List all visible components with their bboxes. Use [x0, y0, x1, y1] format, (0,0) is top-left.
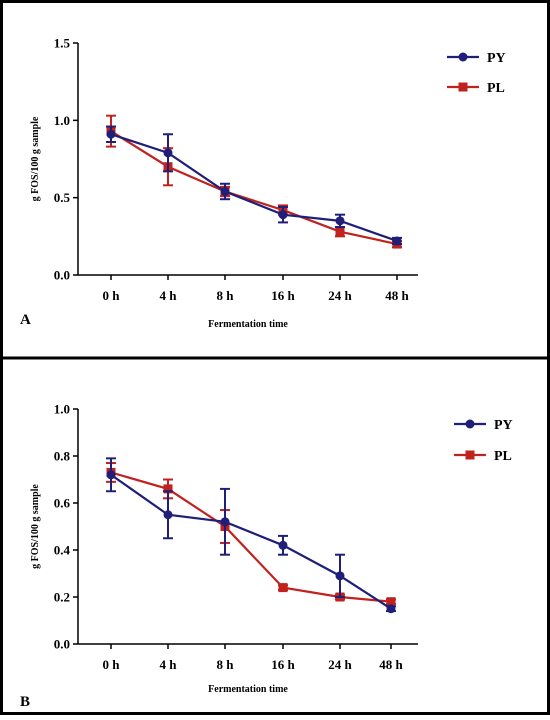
data-point-py — [163, 148, 173, 158]
data-point-pl — [163, 484, 173, 494]
series-py — [106, 125, 402, 246]
series-line-pl — [110, 471, 392, 603]
data-point-py — [392, 236, 402, 246]
x-tick-label: 16 h — [271, 657, 295, 672]
series-py — [106, 457, 396, 614]
legend-marker — [465, 450, 475, 460]
x-tick-label: 8 h — [217, 288, 235, 303]
series-line-py — [110, 133, 398, 243]
x-tick-label: 24 h — [328, 657, 352, 672]
x-tick-label: 16 h — [271, 288, 295, 303]
y-tick-label: 0.4 — [54, 543, 71, 558]
data-point-pl — [335, 227, 345, 237]
series-pl — [106, 114, 402, 249]
x-tick-label: 4 h — [160, 288, 178, 303]
data-point-pl — [278, 583, 288, 593]
x-tick-label: 0 h — [103, 657, 121, 672]
y-tick-label: 0.6 — [54, 496, 71, 511]
x-tick-label: 8 h — [217, 657, 235, 672]
data-point-py — [220, 186, 230, 196]
x-axis-title: Fermentation time — [208, 684, 288, 695]
y-tick-label: 1.5 — [54, 36, 71, 51]
data-point-py — [278, 210, 288, 220]
data-point-py — [335, 216, 345, 226]
data-point-py — [106, 470, 116, 480]
y-tick-label: 0.5 — [54, 190, 71, 205]
y-tick-label: 0.0 — [54, 268, 70, 283]
y-axis-title: g FOS/100 g sample — [30, 484, 41, 569]
panel-a: 0.0 0.5 1.0 1.5 0 h 4 h 8 h 16 h 24 h 48 h Ferment… — [20, 36, 506, 331]
data-point-pl — [386, 597, 396, 607]
panel-b: 0.0 0.2 0.4 0.6 0.8 1.0 0 h 4 h 8 h 16 h 24 h 48 h F… — [20, 402, 513, 711]
data-point-py — [220, 517, 230, 527]
y-axis-title: g FOS/100 g sample — [30, 116, 41, 201]
data-point-py — [106, 129, 116, 139]
data-point-py — [163, 510, 173, 520]
x-tick-label: 0 h — [103, 288, 121, 303]
data-point-py — [386, 604, 396, 614]
legend: PY PL — [447, 51, 506, 96]
legend-label-py: PY — [487, 51, 506, 66]
y-tick-label: 1.0 — [54, 113, 70, 128]
y-tick-label: 0.8 — [54, 449, 71, 464]
data-point-py — [335, 571, 345, 581]
legend-marker — [458, 52, 468, 62]
y-tick-label: 0.0 — [54, 637, 70, 652]
x-axis-title: Fermentation time — [208, 319, 288, 330]
x-tick-label: 48 h — [379, 657, 403, 672]
legend-label-pl: PL — [487, 81, 505, 96]
legend: PY PL — [454, 418, 513, 464]
x-tick-label: 48 h — [385, 288, 409, 303]
series-line-py — [110, 473, 392, 610]
y-tick-label: 1.0 — [54, 402, 70, 417]
legend-marker — [458, 82, 468, 92]
x-tick-label: 4 h — [160, 657, 178, 672]
y-tick-label: 0.2 — [54, 590, 70, 605]
series-line-pl — [110, 130, 398, 246]
legend-label-py: PY — [494, 418, 513, 433]
legend-marker — [465, 419, 475, 429]
data-point-py — [278, 540, 288, 550]
legend-label-pl: PL — [494, 449, 512, 464]
panel-label: B — [20, 694, 30, 710]
panel-label: A — [20, 312, 31, 328]
x-tick-label: 24 h — [328, 288, 352, 303]
